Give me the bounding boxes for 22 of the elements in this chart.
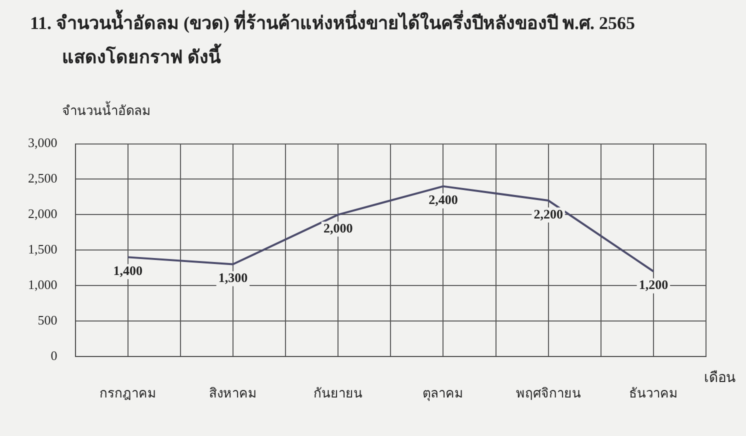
data-label: 2,400	[428, 192, 458, 208]
chart-title: 11. จำนวนน้ำอัดลม (ขวด) ที่ร้านค้าแห่งหนึ่งขายได้ในครึ่งปีหลังของปี พ.ศ. 2565 แสดงโดยกราฟ ดังนี้	[30, 8, 636, 69]
data-label: 1,300	[218, 270, 248, 286]
x-tick-label: ตุลาคม	[422, 386, 464, 402]
x-tick-label: พฤศจิกายน	[516, 386, 581, 401]
y-tick-label: 1,500	[28, 242, 58, 257]
y-tick-label: 2,000	[28, 206, 58, 222]
y-axis-title: จำนวนน้ำอัดลม	[62, 100, 151, 120]
data-label: 1,400	[113, 263, 142, 278]
y-tick-label: 500	[38, 312, 58, 328]
data-label: 1,200	[638, 277, 668, 292]
y-tick-label: 1,000	[28, 276, 58, 292]
y-tick-label: 0	[50, 348, 58, 363]
x-tick-label: สิงหาคม	[208, 386, 257, 401]
x-tick-label: กรกฎาคม	[99, 386, 156, 401]
y-tick-label: 3,000	[28, 135, 58, 150]
y-tick-label: 2,500	[28, 170, 58, 186]
data-label: 2,000	[323, 220, 353, 236]
data-label: 2,200	[534, 206, 563, 222]
x-axis-title: เดือน	[704, 369, 736, 388]
x-tick-label: ธันวาคม	[628, 386, 678, 401]
x-tick-label: กันยายน	[314, 386, 363, 401]
